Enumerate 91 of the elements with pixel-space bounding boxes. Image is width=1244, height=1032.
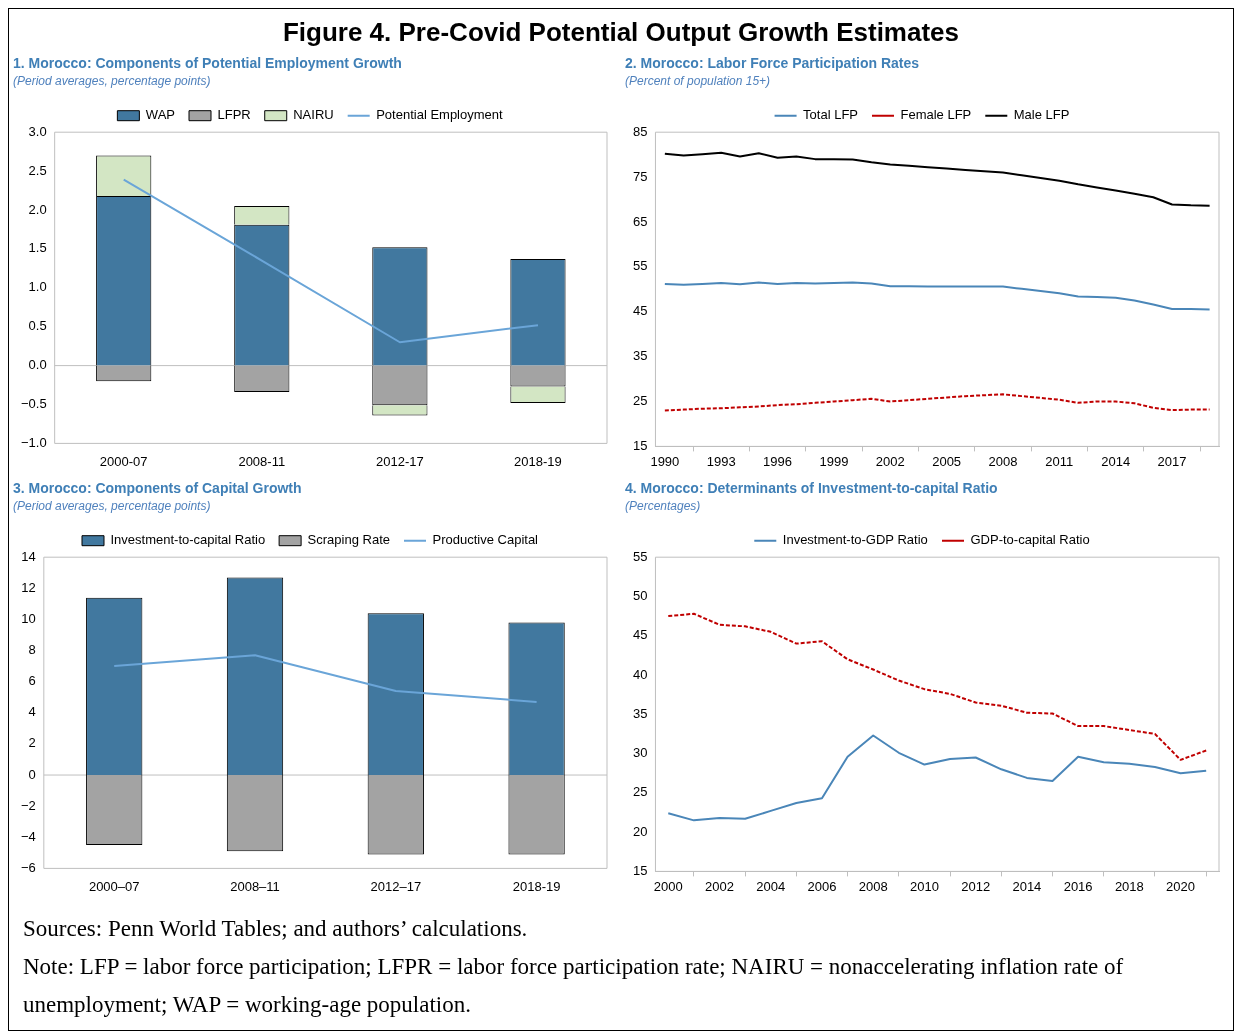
legend-label: Total LFP [803,107,858,123]
legend-label: LFPR [217,107,251,123]
caption: Figure 4. Pre-Covid Potential Output Growth Estimates [281,16,961,49]
chart-subtitle: (Period averages, percentage points) [13,74,211,89]
y-tick-label: 2.5 [28,162,47,178]
y-tick-label: 0.0 [28,357,47,373]
y-tick-label: 25 [632,784,648,800]
y-tick-label: 2 [28,735,36,751]
legend-label: Male LFP [1013,107,1070,123]
legend-label: GDP-to-capital Ratio [970,532,1090,548]
legend-label: Productive Capital [432,532,539,548]
y-tick-label: 55 [632,258,648,274]
legend-label: Potential Employment [376,107,504,123]
y-tick-label: 75 [632,168,648,184]
y-tick-label: 12 [21,579,36,595]
x-tick-label: 2000-07 [99,453,148,469]
y-tick-label: 20 [632,823,648,839]
y-tick-label: 6 [28,673,36,689]
y-tick-label: 45 [632,303,648,319]
x-tick-label: 2018 [1114,878,1144,894]
chart-title: 2. Morocco: Labor Force Participation Rates [625,55,920,72]
x-tick-label: 2002 [705,878,734,894]
y-tick-label: 50 [632,588,648,604]
chart-title: 4. Morocco: Determinants of Investment-to-capital Ratio [625,480,998,497]
chart-subtitle: (Percentages) [625,499,701,514]
x-tick-label: 2014 [1101,453,1131,469]
y-tick-label: 35 [632,705,648,721]
x-tick-label: 2010 [909,878,939,894]
x-tick-label: 2011 [1045,453,1074,469]
x-tick-label: 1990 [650,453,680,469]
y-tick-label: 2.0 [28,201,47,217]
y-tick-label: 35 [632,348,648,364]
y-tick-label: −2 [20,797,36,813]
y-tick-label: −1.0 [20,434,47,450]
legend-label: Investment-to-GDP Ratio [782,532,928,548]
x-tick-label: 2002 [875,453,905,469]
x-tick-label: 1999 [819,453,849,469]
y-tick-label: 40 [632,666,648,682]
legend-label: Investment-to-capital Ratio [110,532,266,548]
y-tick-label: 10 [21,611,36,627]
y-tick-label: 0.5 [28,318,47,334]
line-series [667,612,1208,761]
y-tick-label: 3.0 [28,123,47,139]
x-tick-label: 2008–11 [230,878,280,894]
y-tick-label: 1.0 [28,279,47,295]
y-tick-label: 15 [632,437,648,453]
x-tick-label: 2000–07 [88,878,140,894]
y-tick-label: 1.5 [28,240,47,256]
x-tick-label: 2005 [932,453,962,469]
x-tick-label: 2018-19 [514,453,562,469]
chart-title: 1. Morocco: Components of Potential Employment Growth [13,55,402,72]
y-tick-label: −0.5 [20,396,47,412]
legend-label: Female LFP [900,107,972,123]
x-tick-label: 1993 [706,453,736,469]
x-tick-label: 2017 [1157,453,1187,469]
y-tick-label: 85 [632,123,648,139]
line-series [663,393,1211,412]
text: Note: LFP = labor force participation; LFPR = labor force participation rate; NAIRU = nonaccelerating inflation rate of unemployment; WAP = working-age population. [23,952,1125,1019]
y-tick-label: −6 [20,859,36,875]
x-tick-label: 2012–17 [370,878,422,894]
x-tick-label: 2012-17 [376,453,424,469]
y-tick-label: 14 [21,548,36,564]
y-tick-label: 30 [632,745,648,761]
x-tick-label: 2018-19 [512,878,561,894]
x-tick-label: 2008 [988,453,1018,469]
x-tick-label: 2006 [807,878,837,894]
x-tick-label: 2000 [653,878,683,894]
y-tick-label: 65 [632,213,648,229]
chart-title: 3. Morocco: Components of Capital Growth [13,480,302,497]
y-tick-label: 25 [632,393,648,409]
y-tick-label: 15 [632,862,648,878]
x-tick-label: 1996 [763,453,793,469]
source-note: Sources: Penn World Tables; and authors’ calculations. [23,915,529,943]
x-tick-label: 2016 [1063,878,1093,894]
chart-subtitle: (Period averages, percentage points) [13,499,211,514]
x-tick-label: 2012 [961,878,991,894]
y-tick-label: 0 [28,766,36,782]
x-tick-label: 2008-11 [238,453,286,469]
legend-label: NAIRU [293,107,334,123]
y-tick-label: 8 [28,642,36,658]
legend-label: Scraping Rate [307,532,391,548]
x-tick-label: 2004 [756,878,786,894]
chart-subtitle: (Percent of population 15+) [625,74,771,89]
y-tick-label: 55 [632,548,648,564]
x-tick-label: 2020 [1166,878,1196,894]
y-tick-label: −4 [20,828,36,844]
y-tick-label: 45 [632,627,648,643]
x-tick-label: 2014 [1012,878,1042,894]
legend-label: WAP [145,107,176,123]
x-tick-label: 2008 [858,878,888,894]
y-tick-label: 4 [28,704,36,720]
